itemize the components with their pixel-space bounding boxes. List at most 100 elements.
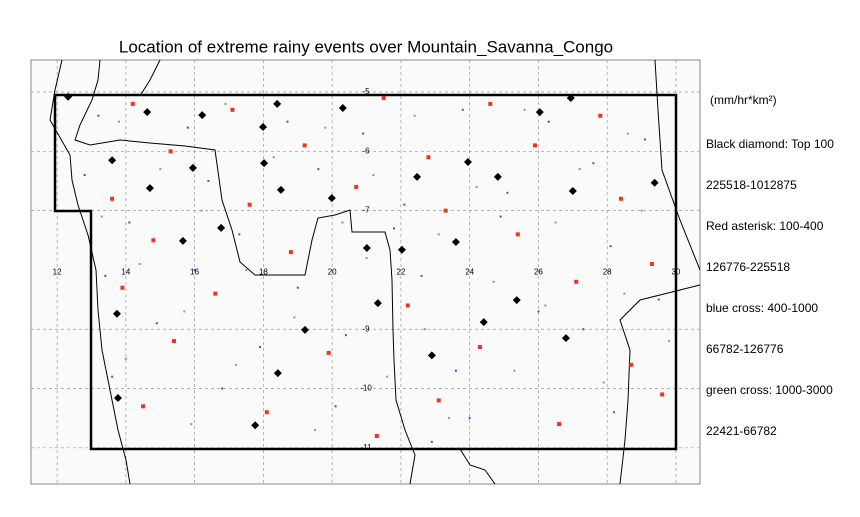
legend-entry: Black diamond: Top 100 [706, 137, 834, 151]
diamond-marker [217, 223, 226, 232]
plot-frame [30, 59, 701, 485]
diamond-marker [143, 108, 152, 117]
square-marker [598, 113, 603, 118]
x-tick-label: 26 [534, 268, 543, 277]
diamond-marker [338, 104, 347, 113]
dot-marker [393, 227, 396, 230]
diamond-marker [188, 163, 197, 172]
y-tick-label: -5 [362, 87, 370, 96]
dot-marker [403, 203, 406, 206]
dot-marker [258, 346, 261, 349]
dot-marker [344, 334, 347, 337]
diamond-marker [493, 172, 502, 181]
legend-range: 225518-1012875 [706, 178, 797, 192]
legend-unit: (mm/hr*km²) [710, 93, 777, 107]
x-tick-label: 24 [465, 268, 474, 277]
border [139, 60, 161, 97]
square-marker [302, 143, 307, 148]
border [619, 284, 700, 484]
square-marker [381, 95, 386, 100]
dot-marker [609, 245, 612, 248]
square-marker [574, 279, 579, 284]
dot-marker [193, 268, 196, 271]
border [654, 60, 700, 271]
square-marker [436, 398, 441, 403]
dot-marker [523, 108, 526, 111]
y-tick-label: -10 [360, 384, 372, 393]
x-tick-label: 30 [671, 268, 680, 277]
dot-marker [623, 292, 626, 295]
dot-marker [190, 423, 193, 426]
dot-marker [640, 209, 643, 212]
diamond-marker [273, 99, 282, 108]
dot-marker [544, 304, 547, 307]
diamond-marker [273, 369, 282, 378]
diamond-marker [64, 92, 73, 101]
dot-marker [234, 363, 237, 366]
dot-marker [454, 369, 457, 372]
square-marker [374, 433, 379, 438]
dot-marker [547, 120, 550, 123]
x-tick-label: 28 [603, 268, 612, 277]
dot-marker [499, 215, 502, 218]
dot-marker [272, 156, 275, 159]
dot-marker [506, 191, 509, 194]
dot-marker [448, 417, 451, 420]
diamond-marker [145, 184, 154, 193]
square-marker [557, 422, 562, 427]
legend-range: 66782-126776 [706, 342, 784, 356]
dot-marker [461, 108, 464, 111]
diamond-marker [260, 159, 269, 168]
legend-entry: blue cross: 400-1000 [706, 301, 818, 315]
diamond-marker [427, 351, 436, 360]
dot-marker [221, 387, 224, 390]
dot-marker [413, 114, 416, 117]
diamond-marker [276, 185, 285, 194]
dot-marker [186, 126, 189, 129]
square-marker [247, 202, 252, 207]
border [74, 60, 416, 484]
square-marker [110, 196, 115, 201]
dot-marker [513, 369, 516, 372]
square-marker [288, 250, 293, 255]
chart-title: Location of extreme rainy events over Mo… [119, 37, 613, 56]
y-tick-label: -9 [362, 324, 370, 333]
dot-marker [554, 221, 557, 224]
square-marker [515, 232, 520, 237]
dot-marker [613, 411, 616, 414]
diamond-marker [568, 187, 577, 196]
legend-range: 22421-66782 [706, 424, 777, 438]
square-marker [141, 404, 146, 409]
dot-marker [224, 102, 227, 105]
dot-marker [578, 168, 581, 171]
diamond-marker [113, 394, 122, 403]
diamond-marker [397, 245, 406, 254]
dot-marker [537, 310, 540, 313]
dot-marker [372, 174, 375, 177]
square-marker [230, 107, 235, 112]
diamond-marker [198, 111, 207, 120]
dot-marker [296, 286, 299, 289]
diamond-marker [413, 172, 422, 181]
dot-marker [475, 185, 478, 188]
dot-marker [100, 215, 103, 218]
dot-marker [286, 120, 289, 123]
x-tick-label: 16 [190, 268, 199, 277]
diamond-marker [561, 334, 570, 343]
diamond-marker [451, 238, 460, 247]
dot-marker [668, 340, 671, 343]
dot-marker [159, 168, 162, 171]
dot-marker [97, 114, 100, 117]
square-marker [213, 291, 218, 296]
dot-marker [183, 310, 186, 313]
square-marker [326, 350, 331, 355]
square-marker [443, 208, 448, 213]
diamond-marker [259, 123, 268, 132]
x-tick-label: 12 [53, 268, 62, 277]
dot-marker [362, 132, 365, 135]
diamond-marker [108, 156, 117, 165]
diamond-marker [327, 194, 336, 203]
x-tick-label: 20 [328, 268, 337, 277]
square-marker [618, 196, 623, 201]
square-marker [426, 155, 431, 160]
